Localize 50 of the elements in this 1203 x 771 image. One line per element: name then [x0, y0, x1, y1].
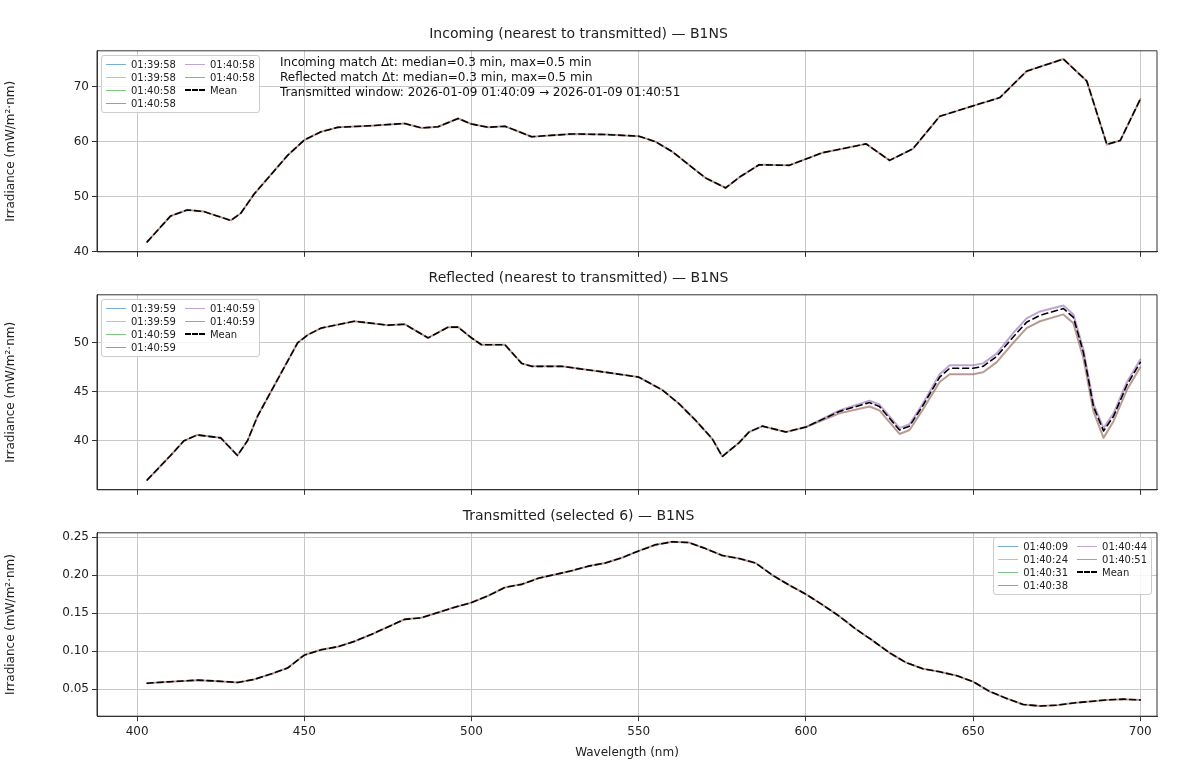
y-tick-label: 40 — [73, 243, 89, 258]
chart-title: Reflected (nearest to transmitted) — B1NS — [428, 269, 729, 286]
legend-label: 01:39:58 — [131, 71, 176, 83]
x-tick-label: 700 — [1128, 723, 1152, 738]
y-tick-label: 60 — [73, 133, 89, 148]
legend-label: Mean — [209, 84, 238, 96]
y-tick-label: 50 — [73, 188, 89, 203]
annotation: Reflected match Δt: median=0.3 min, max=0.5 min — [280, 69, 594, 85]
x-tick-label: 400 — [125, 723, 149, 738]
x-tick-label: 450 — [292, 723, 316, 738]
annotation: Transmitted window: 2026-01-09 01:40:09 → 2026-01-09 01:40:51 — [280, 84, 681, 100]
x-tick-label: 600 — [794, 723, 818, 738]
legend-label: 01:40:58 — [131, 97, 176, 109]
legend-label: 01:40:24 — [1023, 553, 1069, 565]
legend-label: Mean — [209, 328, 238, 340]
legend-label: Mean — [1102, 566, 1130, 578]
legend-label: 01:40:09 — [1023, 540, 1069, 552]
legend-label: 01:40:59 — [131, 328, 176, 340]
legend-label: 01:40:51 — [1102, 553, 1147, 565]
y-tick-label: 50 — [73, 334, 89, 349]
y-tick-label: 70 — [73, 78, 89, 93]
legend-label: 01:40:58 — [131, 84, 176, 96]
y-tick-label: 0.10 — [62, 643, 89, 658]
y-tick-label: 0.15 — [62, 605, 89, 620]
x-axis-title: Wavelength (nm) — [575, 744, 679, 759]
legend-label: 01:40:59 — [209, 315, 255, 327]
y-axis-title: Irradiance (mW/m²·nm) — [3, 80, 18, 222]
legend-label: 01:40:59 — [209, 302, 255, 314]
y-tick-label: 0.05 — [62, 681, 89, 696]
chart-title: Incoming (nearest to transmitted) — B1NS — [429, 25, 728, 42]
x-tick-label: 500 — [460, 723, 483, 738]
legend-label: 01:40:44 — [1102, 540, 1147, 552]
y-tick-label: 0.25 — [62, 529, 89, 544]
legend-label: 01:39:59 — [131, 315, 176, 327]
y-axis-title: Irradiance (mW/m²·nm) — [3, 321, 18, 463]
y-axis-title: Irradiance (mW/m²·nm) — [3, 554, 18, 695]
legend-label: 01:39:58 — [131, 58, 176, 70]
y-tick-label: 45 — [73, 383, 89, 398]
legend-label: 01:40:38 — [1023, 579, 1069, 591]
y-tick-label: 0.20 — [62, 567, 89, 582]
chart-title: Transmitted (selected 6) — B1NS — [461, 507, 695, 524]
annotation: Incoming match Δt: median=0.3 min, max=0.5 min — [280, 54, 593, 70]
legend-label: 01:40:59 — [131, 341, 176, 353]
y-tick-label: 40 — [73, 432, 89, 447]
x-tick-label: 650 — [961, 723, 985, 738]
x-tick-label: 550 — [627, 723, 651, 738]
legend-label: 01:40:58 — [209, 58, 255, 70]
legend-label: 01:39:59 — [131, 302, 176, 314]
legend-label: 01:40:31 — [1023, 566, 1069, 578]
legend-label: 01:40:58 — [209, 71, 255, 83]
